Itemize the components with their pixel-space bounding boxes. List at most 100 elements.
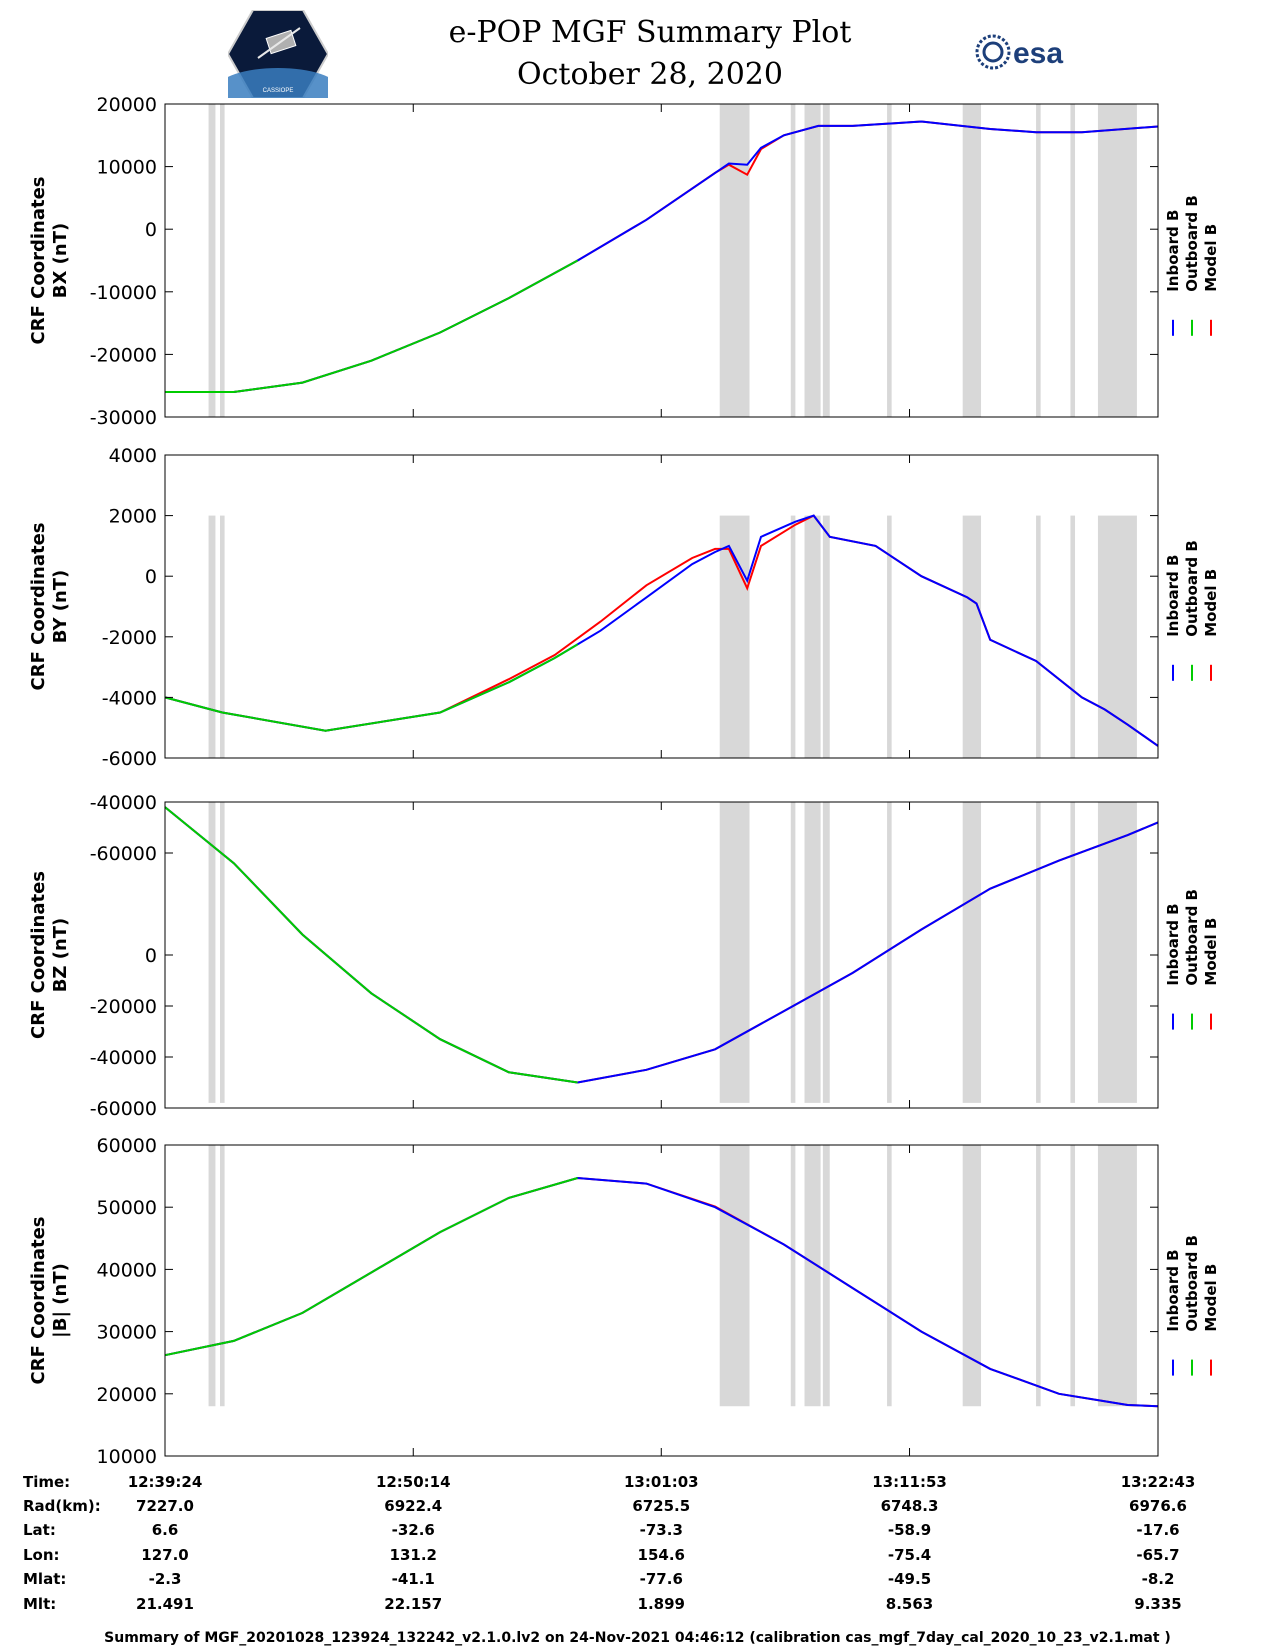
- data-gap-band: [1070, 515, 1076, 758]
- data-gap-band: [822, 1145, 830, 1407]
- data-gap-band: [220, 1145, 225, 1407]
- data-gap-band: [790, 802, 796, 1103]
- legend-label: Model B: [1202, 1264, 1220, 1332]
- y-tick-label: 40000: [97, 1259, 157, 1281]
- panel-1: 20000 10000 0 -10000 -20000 -30000 CRF Coordin…: [28, 94, 1220, 429]
- ephemeris-row-label: Lon:: [23, 1546, 60, 1564]
- y-tick-label: 20000: [97, 1384, 157, 1406]
- ephemeris-row-label: Lat:: [23, 1521, 56, 1539]
- ephemeris-value: -2.3: [148, 1570, 182, 1588]
- ephemeris-value: 6748.3: [880, 1497, 939, 1515]
- legend-label: Model B: [1202, 569, 1220, 637]
- ephemeris-value: 131.2: [389, 1546, 437, 1564]
- data-gap-band: [220, 515, 225, 758]
- ephemeris-row-label: Mlat:: [23, 1570, 67, 1588]
- y-tick-label: 20000: [97, 94, 157, 116]
- data-gap-band: [719, 515, 750, 758]
- ephemeris-value: 6725.5: [632, 1497, 691, 1515]
- data-gap-band: [719, 104, 750, 417]
- y-tick-label: 10000: [97, 1446, 157, 1468]
- data-gap-band: [962, 1145, 982, 1407]
- ephemeris-value: -41.1: [391, 1570, 435, 1588]
- data-gap-band: [887, 515, 892, 758]
- plot-frame: [164, 801, 1159, 1109]
- ephemeris-value: 127.0: [141, 1546, 189, 1564]
- legend-label: Inboard B: [1164, 1249, 1182, 1331]
- plot-frame: [164, 454, 1159, 759]
- y-tick-label: -10000: [90, 282, 157, 304]
- model-b-line: [164, 1176, 1159, 1408]
- y-axis-label-line: BY (nT): [50, 570, 71, 644]
- data-gap-band: [220, 104, 225, 417]
- footer-summary: Summary of MGF_20201028_123924_132242_v2…: [104, 1630, 1171, 1646]
- ephemeris-value: 6.6: [151, 1521, 179, 1539]
- legend-label: Model B: [1202, 918, 1220, 986]
- y-axis-label-line: CRF Coordinates: [28, 523, 49, 691]
- ephemeris-value: 12:50:14: [375, 1473, 451, 1491]
- data-gap-band: [220, 802, 225, 1103]
- y-axis-label: CRF CoordinatesBY (nT): [28, 523, 71, 691]
- y-axis-label-line: CRF Coordinates: [28, 1217, 49, 1385]
- ephemeris-value: 13:22:43: [1120, 1473, 1196, 1491]
- y-tick-label: -60000: [90, 843, 157, 865]
- data-gap-band: [1036, 1145, 1041, 1407]
- legend-label: Outboard B: [1183, 195, 1201, 292]
- data-gap-band: [719, 802, 750, 1103]
- data-gap-band: [962, 515, 982, 758]
- y-tick-label: 2000: [109, 506, 157, 528]
- ephemeris-row-label: Rad(km):: [23, 1497, 101, 1515]
- data-gap-band: [962, 104, 982, 417]
- y-axis-label: CRF CoordinatesBX (nT): [28, 177, 71, 345]
- legend-label: Outboard B: [1183, 1235, 1201, 1332]
- data-gap-band: [1036, 802, 1041, 1103]
- panel-3: -40000 -60000 0 -20000 -40000 -60000 CRF Coord…: [28, 792, 1220, 1120]
- y-axis-label-line: BZ (nT): [50, 918, 71, 993]
- ephemeris-value: -65.7: [1136, 1546, 1180, 1564]
- ephemeris-value: -8.2: [1141, 1570, 1175, 1588]
- outboard-b-line: [164, 643, 579, 732]
- page-title: e-POP MGF Summary Plot October 28, 2020: [400, 12, 900, 96]
- ephemeris-value: -17.6: [1136, 1521, 1180, 1539]
- ephemeris-value: -32.6: [391, 1521, 435, 1539]
- plot-frame: [164, 103, 1159, 418]
- legend-label: Model B: [1202, 224, 1220, 292]
- cassiope-logo-text: CASSIOPE: [263, 88, 294, 94]
- y-tick-label: -40000: [90, 1047, 157, 1069]
- esa-logo-text: esa: [1013, 37, 1063, 70]
- y-tick-label: -20000: [90, 996, 157, 1018]
- ephemeris-value: -49.5: [887, 1570, 932, 1588]
- data-gap-band: [822, 802, 830, 1103]
- data-gap-band: [1070, 802, 1076, 1103]
- inboard-b-line: [165, 120, 1159, 393]
- data-gap-band: [208, 515, 216, 758]
- ephemeris-value: -77.6: [639, 1570, 683, 1588]
- data-gap-band: [822, 104, 830, 417]
- ephemeris-value: 6976.6: [1129, 1497, 1187, 1515]
- ephemeris-value: -58.9: [887, 1521, 932, 1539]
- ephemeris-value: 12:39:24: [127, 1473, 203, 1491]
- plot-frame: [164, 1144, 1159, 1457]
- data-gap-band: [1036, 515, 1041, 758]
- title-line-2: October 28, 2020: [517, 57, 783, 92]
- ephemeris-value: 13:01:03: [623, 1473, 699, 1491]
- y-tick-label: -6000: [102, 748, 157, 770]
- legend-label: Outboard B: [1183, 540, 1201, 637]
- ephemeris-value: 1.899: [637, 1595, 685, 1613]
- title-line-1: e-POP MGF Summary Plot: [448, 15, 852, 50]
- data-gap-band: [1097, 515, 1137, 758]
- data-gap-band: [804, 104, 821, 417]
- panel-2: 4000 2000 0 -2000 -4000 -6000 CRF CoordinatesB…: [28, 445, 1220, 770]
- data-gap-band: [208, 1145, 216, 1407]
- data-gap-band: [1070, 1145, 1076, 1407]
- outboard-b-line: [164, 806, 578, 1084]
- data-gap-band: [887, 802, 892, 1103]
- y-tick-label: -30000: [90, 407, 157, 429]
- y-axis-label-line: CRF Coordinates: [28, 177, 49, 345]
- ephemeris-value: 9.335: [1134, 1595, 1182, 1613]
- data-gap-band: [804, 802, 821, 1103]
- y-tick-label: -4000: [102, 687, 157, 709]
- outboard-b-line: [164, 1177, 578, 1357]
- y-tick-label: 60000: [97, 1135, 157, 1157]
- data-gap-band: [962, 802, 982, 1103]
